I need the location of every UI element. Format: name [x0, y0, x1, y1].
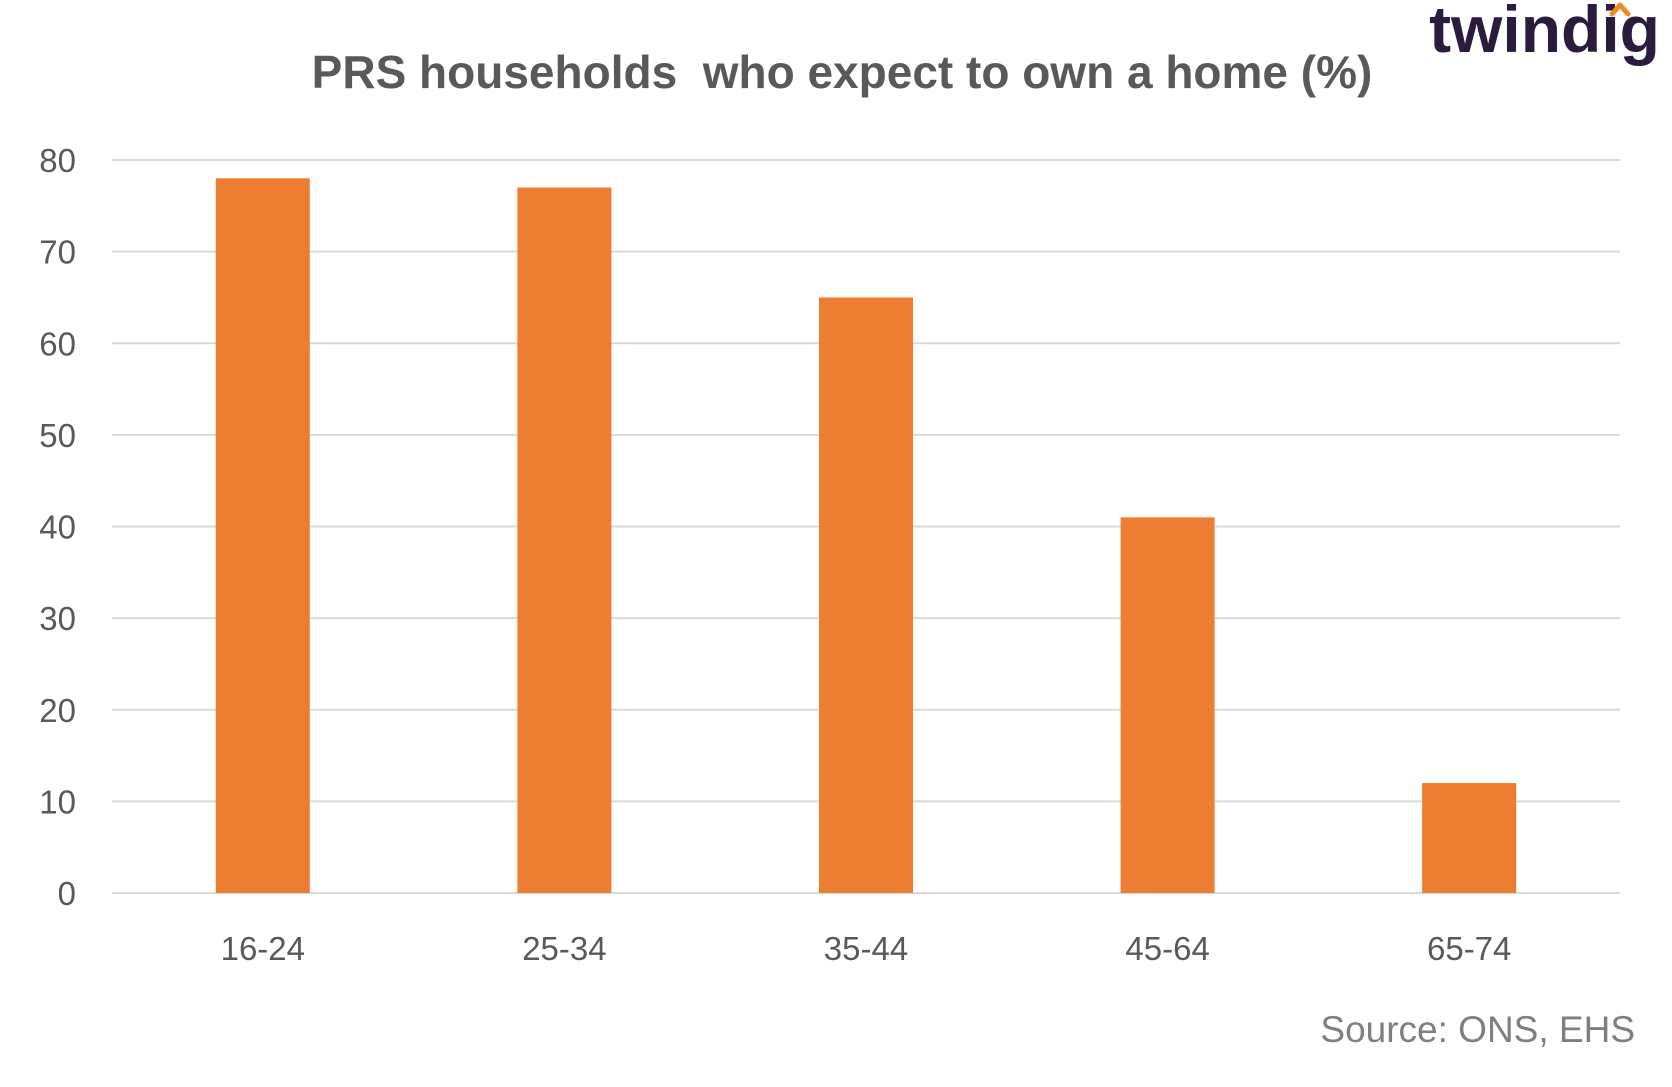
bars [215, 178, 1517, 894]
y-tick-label: 50 [39, 417, 76, 454]
source-note: Source: ONS, EHS [1320, 1009, 1635, 1050]
x-tick-label: 16-24 [221, 930, 305, 967]
bar-16-24 [215, 178, 310, 893]
y-tick-label: 10 [39, 783, 76, 820]
x-tick-label: 45-64 [1125, 930, 1209, 967]
bar-45-64 [1120, 517, 1215, 893]
twindig-logo: twindig [1429, 0, 1660, 66]
chart-title: PRS households who expect to own a home … [312, 46, 1373, 98]
x-axis-ticks: 16-24 25-34 35-44 45-64 65-74 [221, 930, 1512, 967]
y-tick-label: 0 [58, 875, 76, 912]
y-tick-label: 80 [39, 142, 76, 179]
logo-accent-icon [1609, 2, 1631, 17]
x-tick-label: 25-34 [522, 930, 606, 967]
logo-text: twindig [1429, 0, 1660, 66]
bar-35-44 [819, 297, 913, 893]
y-tick-label: 60 [39, 325, 76, 362]
bar-65-74 [1422, 783, 1517, 893]
bar-25-34 [517, 187, 612, 894]
y-axis-ticks: 0 10 20 30 40 50 60 70 80 [39, 142, 76, 912]
x-tick-label: 35-44 [824, 930, 908, 967]
y-tick-label: 30 [39, 600, 76, 637]
y-tick-label: 20 [39, 692, 76, 729]
x-tick-label: 65-74 [1427, 930, 1511, 967]
y-tick-label: 40 [39, 509, 76, 546]
y-tick-label: 70 [39, 234, 76, 271]
